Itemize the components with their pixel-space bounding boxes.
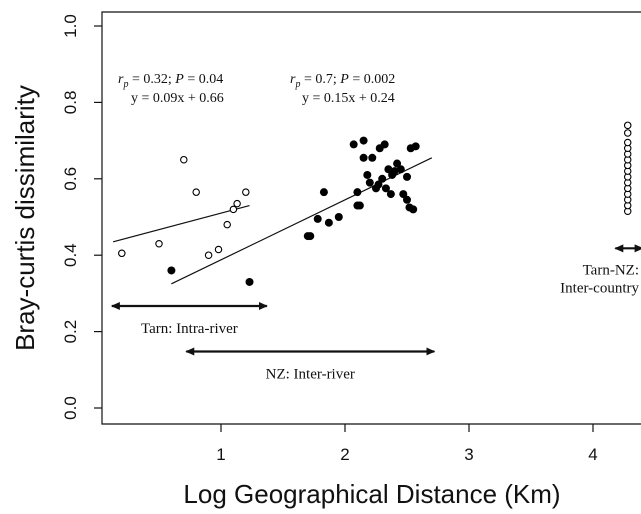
x-tick-label: 4 [588, 445, 597, 464]
filled-point [368, 153, 377, 162]
tarn-r-value: = 0.32; [128, 72, 175, 87]
filled-point [363, 170, 372, 179]
filled-point [353, 188, 362, 197]
y-axis: 0.0 0.2 0.4 0.6 0.8 1.0 [61, 14, 102, 420]
filled-point [319, 188, 328, 197]
nz-equation-label: y = 0.15x + 0.24 [302, 91, 395, 106]
filled-point [393, 159, 402, 168]
open-point [242, 188, 250, 196]
plot-frame [101, 11, 641, 425]
open-point [192, 188, 200, 196]
y-tick-label: 0.2 [61, 320, 80, 344]
nz-p-value: = 0.002 [349, 72, 395, 87]
filled-point [386, 190, 395, 199]
filled-point [349, 140, 358, 149]
filled-point [359, 136, 368, 145]
y-tick-label: 0.0 [61, 396, 80, 420]
filled-point [409, 205, 418, 214]
filled-point [359, 153, 368, 162]
y-tick-label: 0.6 [61, 167, 80, 191]
filled-point [399, 190, 408, 199]
filled-point [313, 214, 322, 223]
x-axis-title: Log Geographical Distance (Km) [183, 479, 560, 509]
range-arrows [110, 244, 641, 356]
filled-point [384, 165, 393, 174]
open-point [233, 199, 241, 208]
filled-point [324, 218, 333, 227]
open-point [204, 251, 213, 259]
tarn-p-symbol: P [174, 72, 184, 87]
nz-correlation-label: rp = 0.7; P = 0.002 [290, 72, 395, 90]
tarn-r-symbol: r [118, 72, 124, 87]
filled-point [245, 277, 254, 286]
open-point [214, 245, 223, 254]
x-tick-label: 3 [464, 445, 473, 464]
filled-point [378, 174, 387, 183]
open-point [623, 129, 632, 137]
y-tick-label: 0.8 [61, 91, 80, 115]
filled-point [403, 195, 411, 204]
regression-lines [112, 157, 433, 285]
regression-line [112, 204, 250, 243]
nz-r-symbol: r [290, 72, 296, 87]
tarn-equation-label: y = 0.09x + 0.66 [131, 91, 224, 106]
plot-border [101, 11, 641, 425]
filled-point [403, 172, 411, 181]
open-point [623, 121, 632, 130]
tarn-r-subscript: p [122, 79, 128, 90]
filled-point [381, 184, 390, 193]
y-tick-label: 0.4 [61, 243, 80, 267]
nz-p-symbol: P [339, 72, 349, 87]
tarn-nz-label-line2: Inter-country [560, 280, 639, 296]
filled-point [374, 180, 383, 189]
tarn-correlation-label: rp = 0.32; P = 0.04 [118, 72, 223, 90]
x-tick-label: 1 [216, 445, 225, 464]
nz-inter-river-label: NZ: Inter-river [266, 366, 355, 382]
filled-point [334, 213, 343, 221]
filled-point [167, 266, 176, 275]
nz-r-value: = 0.7; [300, 72, 340, 87]
open-point [223, 220, 231, 229]
open-point [229, 205, 238, 214]
tarn-intra-river-label: Tarn: Intra-river [141, 321, 238, 337]
open-point [118, 249, 126, 258]
y-axis-title: Bray-curtis dissimilarity [10, 85, 40, 351]
nz-r-subscript: p [294, 79, 300, 90]
filled-point [355, 201, 364, 210]
filled-point [365, 178, 374, 187]
open-point [155, 239, 163, 248]
x-axis: 1 2 3 4 [216, 424, 598, 464]
filled-point [306, 232, 315, 241]
tarn-nz-label-line1: Tarn-NZ: [583, 262, 639, 278]
data-points [118, 121, 632, 286]
filled-point [380, 140, 389, 149]
regression-line [171, 157, 433, 285]
x-tick-label: 2 [340, 445, 349, 464]
open-point [180, 155, 188, 164]
filled-point [411, 142, 420, 151]
open-point [623, 138, 632, 147]
filled-point [396, 165, 405, 174]
filled-point [390, 167, 399, 176]
y-tick-label: 1.0 [61, 14, 80, 38]
tarn-p-value: = 0.04 [184, 72, 223, 87]
